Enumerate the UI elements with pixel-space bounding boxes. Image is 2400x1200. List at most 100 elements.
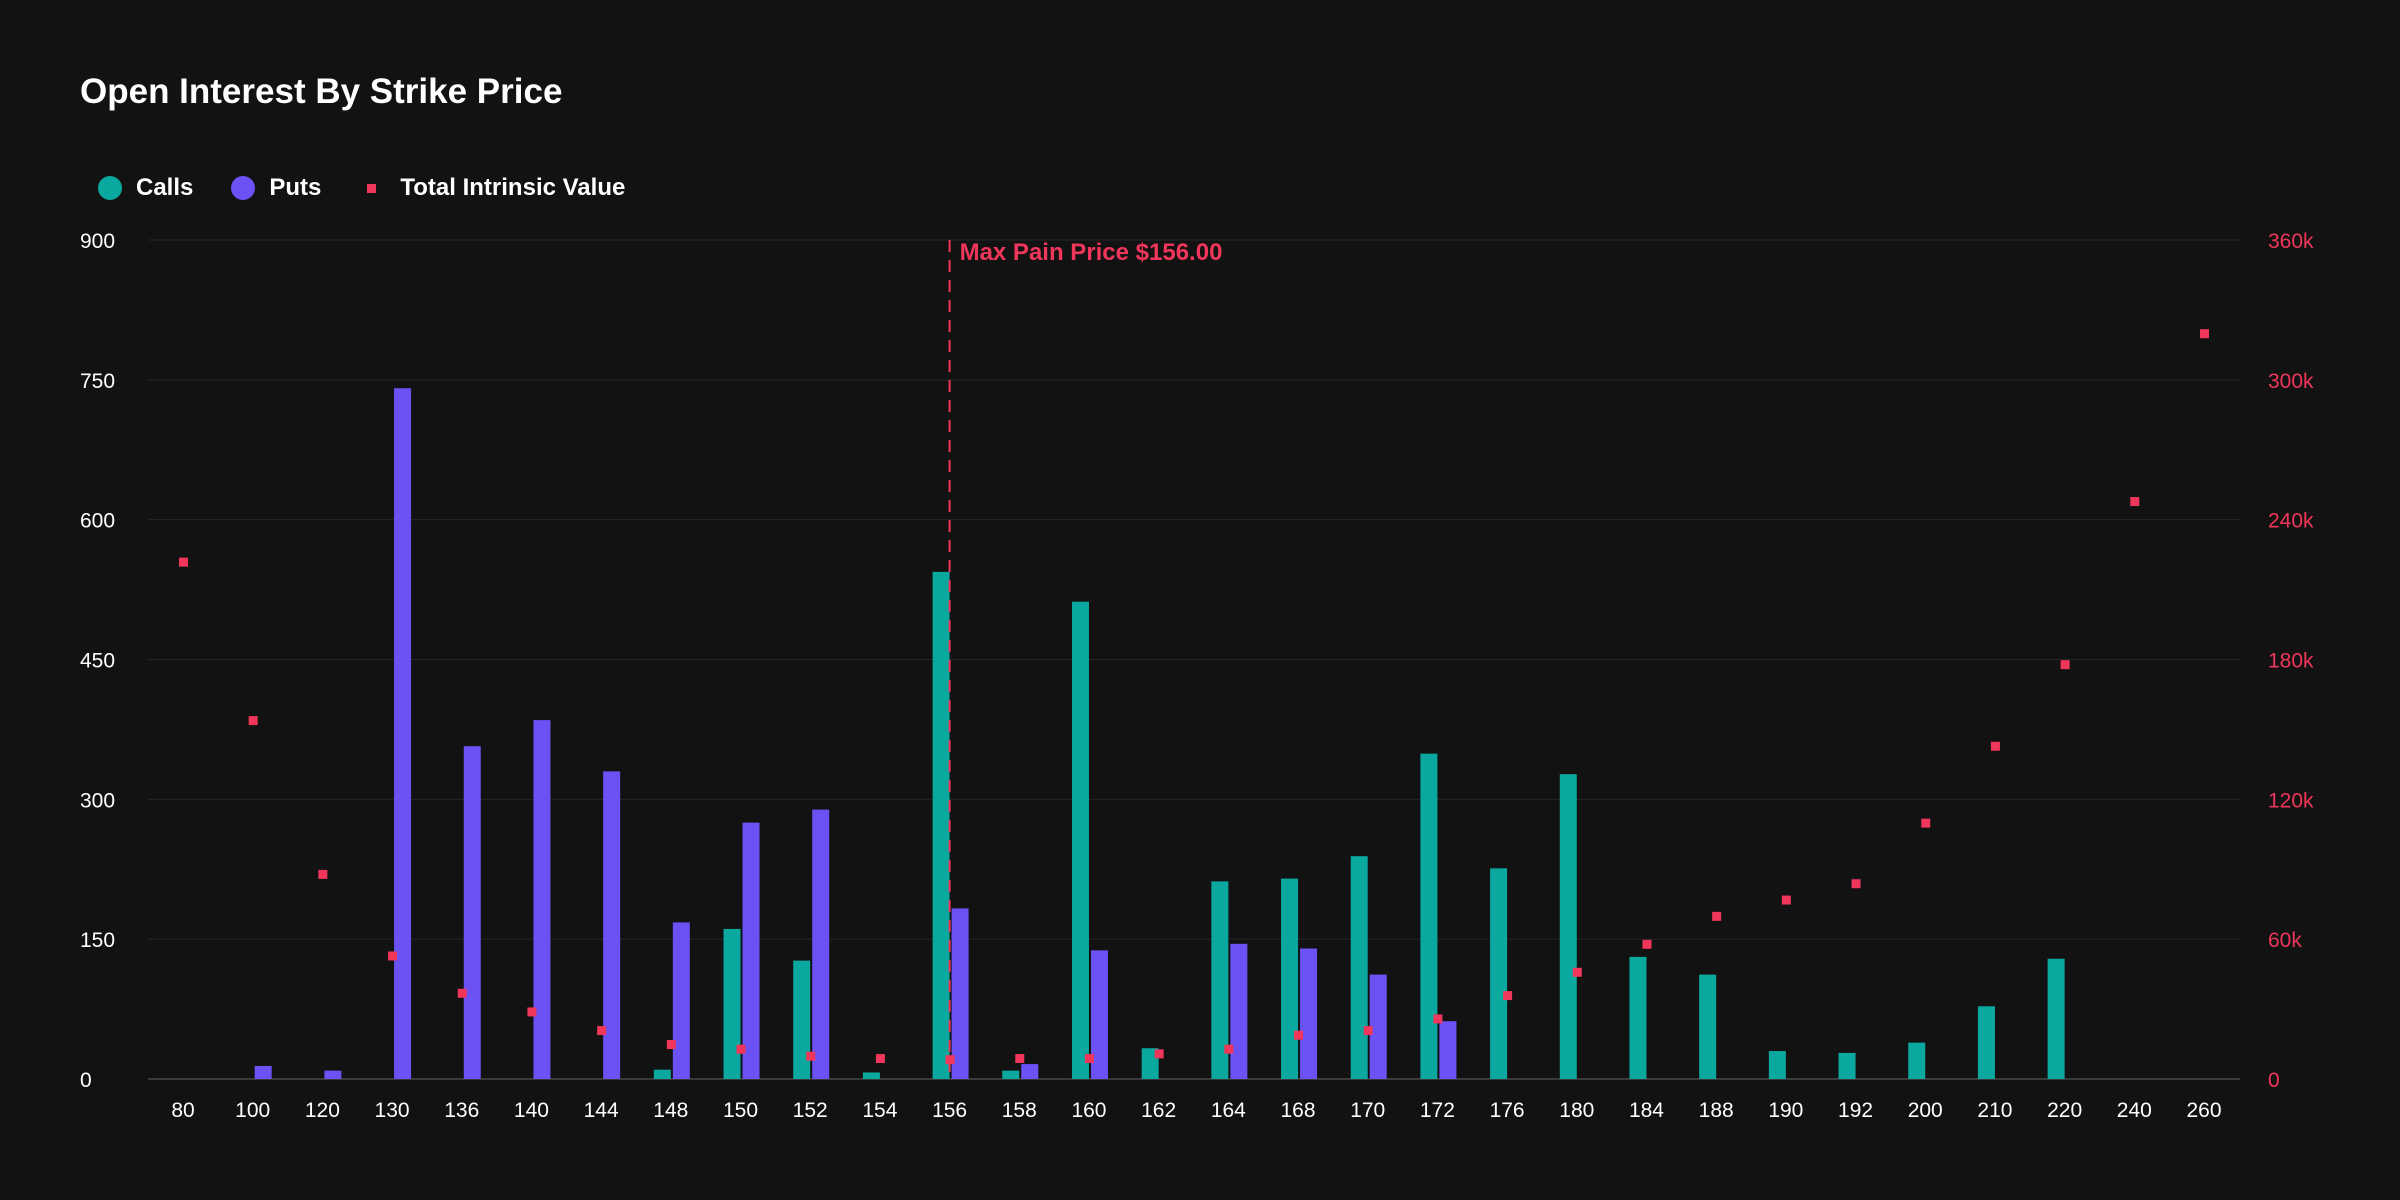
point-intrinsic: [736, 1044, 746, 1054]
point-intrinsic: [1572, 967, 1582, 977]
bar-calls: [1490, 868, 1508, 1079]
bars: [254, 388, 2065, 1079]
bar-puts: [394, 388, 412, 1079]
axes: 0 150 300 450 600 750 900 0 60k 120k 180k 240k 300k 3…: [80, 230, 2314, 1122]
bar-puts: [1021, 1064, 1039, 1079]
bar-calls: [862, 1072, 880, 1079]
x-tick-label: 152: [793, 1099, 828, 1122]
point-intrinsic: [318, 869, 328, 879]
legend-puts-label: Puts: [269, 174, 322, 201]
point-intrinsic: [179, 557, 188, 567]
point-intrinsic: [1990, 741, 2000, 751]
point-intrinsic: [1433, 1014, 1443, 1024]
x-tick-label: 190: [1768, 1099, 1803, 1122]
legend-calls-label: Calls: [136, 174, 194, 201]
legend-item-calls[interactable]: Calls: [98, 174, 193, 202]
point-intrinsic: [1224, 1044, 1234, 1054]
x-tick-label: 154: [862, 1099, 897, 1122]
x-tick-label: 210: [1977, 1099, 2012, 1122]
point-intrinsic: [945, 1055, 955, 1065]
bar-puts: [1090, 950, 1108, 1079]
y-right-tick-label: 0: [2268, 1069, 2280, 1092]
y-left-tick-label: 300: [80, 789, 115, 812]
x-tick-label: 140: [514, 1099, 549, 1122]
point-intrinsic: [875, 1054, 885, 1064]
y-right-tick-label: 120k: [2268, 789, 2314, 812]
y-left-tick-label: 750: [80, 370, 115, 393]
point-intrinsic: [2060, 660, 2070, 670]
x-tick-label: 172: [1420, 1099, 1455, 1122]
point-intrinsic: [1781, 895, 1791, 905]
point-intrinsic: [1363, 1026, 1373, 1036]
legend-intrinsic-marker: [367, 183, 377, 193]
bar-calls: [1281, 878, 1299, 1079]
point-intrinsic: [248, 716, 258, 726]
x-tick-label: 80: [171, 1099, 194, 1122]
bar-calls: [1559, 774, 1577, 1079]
y-right-tick-label: 240k: [2268, 510, 2314, 533]
intrinsic-points: [179, 329, 2209, 1065]
y-right-tick-label: 180k: [2268, 650, 2314, 673]
x-tick-label: 100: [235, 1099, 270, 1122]
x-tick-label: 168: [1281, 1099, 1316, 1122]
bar-calls: [1420, 753, 1438, 1079]
chart-title: Open Interest By Strike Price: [80, 72, 563, 111]
bar-calls: [1071, 601, 1089, 1079]
legend: Calls Puts Total Intrinsic Value: [98, 174, 663, 202]
bar-puts: [603, 771, 621, 1079]
point-intrinsic: [1015, 1054, 1025, 1064]
bar-puts: [324, 1070, 342, 1079]
x-tick-label: 144: [584, 1099, 619, 1122]
x-tick-label: 160: [1071, 1099, 1106, 1122]
y-left-tick-label: 600: [80, 510, 115, 533]
bar-calls: [1768, 1051, 1786, 1079]
x-tick-label: 176: [1490, 1099, 1525, 1122]
x-tick-label: 188: [1699, 1099, 1734, 1122]
point-intrinsic: [1503, 991, 1513, 1001]
bar-calls: [653, 1069, 671, 1079]
bar-puts: [1300, 948, 1318, 1079]
legend-item-intrinsic[interactable]: Total Intrinsic Value: [359, 174, 625, 202]
y-left-tick-label: 900: [80, 230, 115, 253]
x-tick-label: 170: [1350, 1099, 1385, 1122]
max-pain-label: Max Pain Price $156.00: [960, 239, 1223, 266]
x-tick-label: 136: [444, 1099, 479, 1122]
x-tick-label: 158: [1002, 1099, 1037, 1122]
bar-calls: [2047, 958, 2065, 1079]
bar-calls: [1838, 1052, 1856, 1079]
y-left-tick-label: 450: [80, 650, 115, 673]
point-intrinsic: [1712, 911, 1722, 921]
legend-item-puts[interactable]: Puts: [231, 174, 321, 202]
y-left-tick-label: 0: [80, 1069, 92, 1092]
point-intrinsic: [1294, 1030, 1304, 1040]
annotation-layer: Max Pain Price $156.00: [948, 239, 1223, 1079]
point-intrinsic: [2200, 329, 2209, 339]
bar-calls: [793, 960, 811, 1079]
x-tick-label: 220: [2047, 1099, 2082, 1122]
x-tick-label: 148: [653, 1099, 688, 1122]
point-intrinsic: [597, 1026, 607, 1036]
bar-puts: [254, 1065, 272, 1079]
bar-puts: [1230, 943, 1248, 1079]
x-tick-label: 180: [1559, 1099, 1594, 1122]
bar-puts: [742, 822, 760, 1079]
legend-intrinsic-label: Total Intrinsic Value: [400, 174, 626, 201]
point-intrinsic: [527, 1007, 537, 1017]
point-intrinsic: [457, 988, 467, 998]
x-tick-label: 130: [375, 1099, 410, 1122]
bar-puts: [951, 908, 969, 1079]
bar-puts: [672, 922, 690, 1079]
x-tick-label: 162: [1141, 1099, 1176, 1122]
x-tick-label: 260: [2186, 1099, 2221, 1122]
point-intrinsic: [2130, 497, 2140, 507]
bar-calls: [1699, 974, 1717, 1079]
bar-puts: [1439, 1021, 1457, 1079]
point-intrinsic: [1084, 1054, 1094, 1064]
point-intrinsic: [388, 951, 398, 961]
x-tick-label: 184: [1629, 1099, 1664, 1122]
bar-puts: [1369, 974, 1387, 1079]
bar-calls: [932, 571, 950, 1079]
y-left-tick-label: 150: [80, 929, 115, 952]
y-right-tick-label: 60k: [2268, 929, 2302, 952]
